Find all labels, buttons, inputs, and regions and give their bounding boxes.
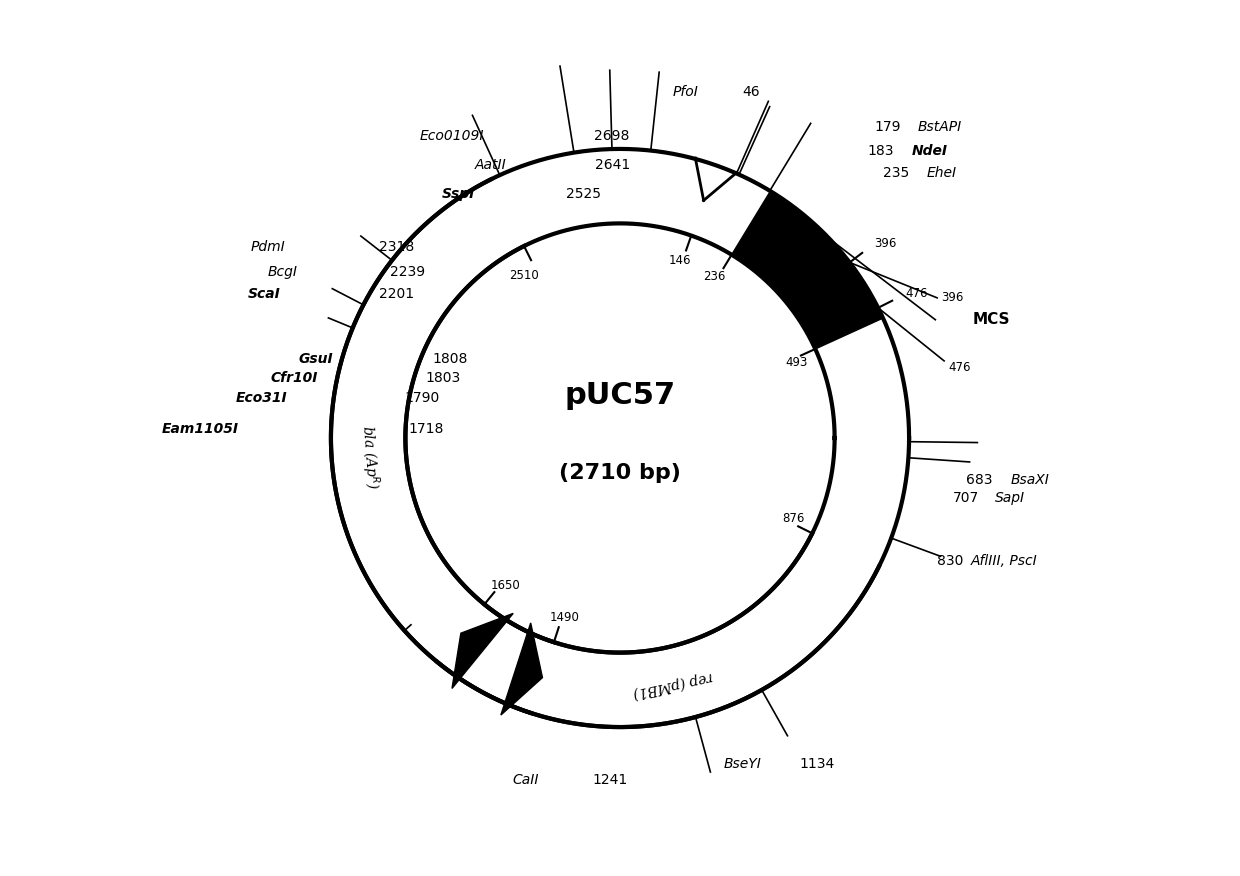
Polygon shape bbox=[331, 149, 909, 727]
Text: 1241: 1241 bbox=[591, 773, 627, 787]
Text: 1808: 1808 bbox=[433, 352, 467, 366]
Text: Cfr10I: Cfr10I bbox=[270, 371, 317, 385]
Text: BsaXI: BsaXI bbox=[1011, 473, 1049, 487]
Text: 396: 396 bbox=[874, 237, 897, 251]
Text: AflIII, PscI: AflIII, PscI bbox=[971, 554, 1037, 568]
Text: 396: 396 bbox=[941, 292, 963, 304]
Text: BseYI: BseYI bbox=[723, 757, 761, 771]
Polygon shape bbox=[501, 623, 542, 715]
Polygon shape bbox=[732, 191, 883, 349]
Text: 1134: 1134 bbox=[800, 757, 835, 771]
Text: NdeI: NdeI bbox=[911, 144, 947, 158]
Text: MCS: MCS bbox=[972, 312, 1009, 328]
Text: 146: 146 bbox=[668, 254, 692, 267]
Text: 476: 476 bbox=[905, 287, 928, 300]
Text: 476: 476 bbox=[949, 362, 971, 374]
Text: SspI: SspI bbox=[443, 187, 475, 201]
Text: 2510: 2510 bbox=[510, 269, 539, 282]
Text: GsuI: GsuI bbox=[298, 352, 332, 366]
Polygon shape bbox=[453, 613, 513, 689]
Polygon shape bbox=[331, 180, 554, 713]
Text: PdmI: PdmI bbox=[250, 240, 285, 254]
Text: 2698: 2698 bbox=[594, 129, 629, 143]
Text: ScaI: ScaI bbox=[248, 287, 281, 301]
Text: 1490: 1490 bbox=[549, 611, 579, 624]
Text: 2525: 2525 bbox=[565, 187, 600, 201]
Text: 1803: 1803 bbox=[425, 371, 461, 385]
Text: bla (Ap$^R$): bla (Ap$^R$) bbox=[356, 424, 382, 490]
Text: 1650: 1650 bbox=[491, 578, 521, 591]
Text: 2641: 2641 bbox=[595, 158, 631, 172]
Text: 183: 183 bbox=[868, 144, 894, 158]
Text: 1718: 1718 bbox=[408, 422, 444, 436]
Text: EheI: EheI bbox=[926, 166, 957, 180]
Text: 830: 830 bbox=[937, 554, 963, 568]
Text: pUC57: pUC57 bbox=[564, 381, 676, 411]
Text: BstAPI: BstAPI bbox=[918, 120, 962, 134]
Text: Eam1105I: Eam1105I bbox=[162, 422, 239, 436]
Text: Eco0109I: Eco0109I bbox=[419, 129, 484, 143]
Text: CaII: CaII bbox=[513, 773, 539, 787]
Text: 235: 235 bbox=[883, 166, 909, 180]
Text: rep (pMB1): rep (pMB1) bbox=[632, 668, 714, 700]
Text: SapI: SapI bbox=[994, 491, 1025, 505]
Text: 876: 876 bbox=[782, 512, 805, 525]
Text: (2710 bp): (2710 bp) bbox=[559, 463, 681, 483]
Polygon shape bbox=[438, 533, 879, 727]
Text: 46: 46 bbox=[743, 85, 760, 99]
Text: 2239: 2239 bbox=[391, 265, 425, 279]
Text: 179: 179 bbox=[874, 120, 900, 134]
Text: 493: 493 bbox=[785, 357, 807, 370]
Text: PfoI: PfoI bbox=[673, 85, 699, 99]
Text: AatII: AatII bbox=[475, 158, 506, 172]
Text: 236: 236 bbox=[703, 270, 725, 283]
Text: 683: 683 bbox=[966, 473, 992, 487]
Text: 707: 707 bbox=[952, 491, 980, 505]
Text: Eco31I: Eco31I bbox=[236, 391, 288, 405]
Text: 2201: 2201 bbox=[379, 287, 414, 301]
Text: BcgI: BcgI bbox=[268, 265, 298, 279]
Text: 1790: 1790 bbox=[404, 391, 440, 405]
Text: 2318: 2318 bbox=[379, 240, 414, 254]
